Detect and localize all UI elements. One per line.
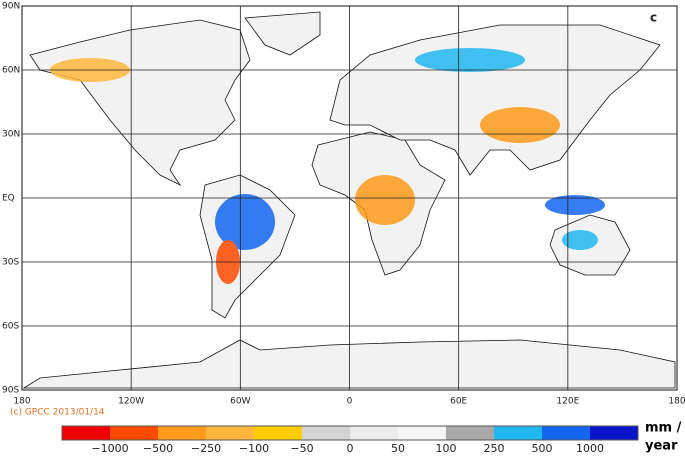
patch [562, 230, 598, 250]
legend-swatch [302, 426, 350, 440]
patch [215, 194, 275, 250]
patch [355, 175, 415, 225]
legend-label: 250 [484, 442, 505, 455]
patch [480, 107, 560, 143]
legend-label: −100 [239, 442, 269, 455]
credit: (c) GPCC 2013/01/14 [10, 408, 105, 418]
legend-swatch [494, 426, 542, 440]
legend-swatch [590, 426, 638, 440]
lon-label: 0 [347, 397, 353, 407]
lat-label: 30S [2, 258, 19, 268]
legend-swatch [206, 426, 254, 440]
lat-label: 60N [2, 66, 20, 76]
legend-label: −50 [290, 442, 313, 455]
lon-label: 60W [230, 397, 250, 407]
patch [545, 195, 605, 215]
legend-swatch [158, 426, 206, 440]
legend-label: −250 [191, 442, 221, 455]
lon-label: 180 [668, 397, 685, 407]
legend-label: 0 [347, 442, 354, 455]
unit-label: mm / [645, 421, 682, 436]
unit-label: year [645, 439, 678, 454]
legend-swatch [542, 426, 590, 440]
legend-label: 100 [436, 442, 457, 455]
panel-label: c [650, 11, 657, 25]
legend-swatch [446, 426, 494, 440]
legend-label: 500 [532, 442, 553, 455]
legend-label: −500 [143, 442, 173, 455]
legend-border [61, 425, 639, 441]
patch [415, 48, 525, 72]
lat-label: 90N [2, 2, 20, 12]
legend-label: 50 [391, 442, 405, 455]
lat-label: 60S [2, 322, 19, 332]
lat-label: 30N [2, 130, 20, 140]
lon-label: 120W [118, 397, 144, 407]
lon-label: 180 [13, 397, 30, 407]
greenland [244, 11, 321, 56]
legend-label: −1000 [91, 442, 128, 455]
lat-label: EQ [2, 194, 15, 204]
legend-swatch [110, 426, 158, 440]
lon-label: 120E [556, 397, 579, 407]
legend-label: 1000 [576, 442, 604, 455]
legend-swatch [62, 426, 110, 440]
lon-label: 60E [450, 397, 467, 407]
legend-swatch [398, 426, 446, 440]
legend-swatch [350, 426, 398, 440]
lat-label: 90S [2, 386, 19, 396]
legend-swatch [254, 426, 302, 440]
